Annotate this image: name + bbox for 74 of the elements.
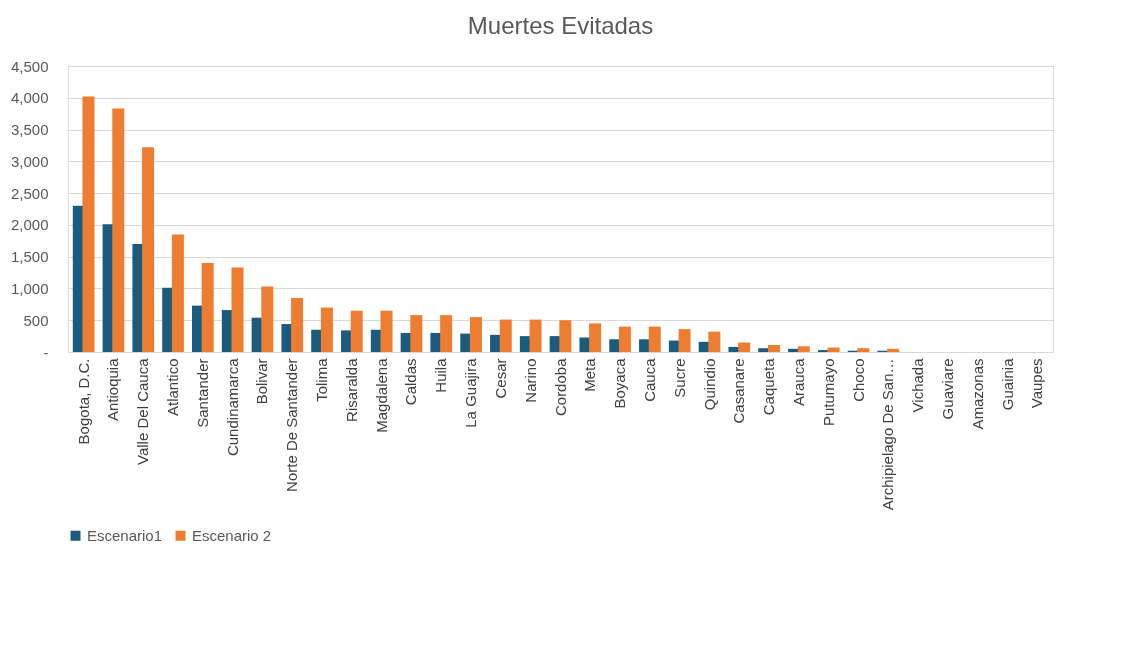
x-tick-label: Antioquia xyxy=(104,357,122,422)
bar xyxy=(559,320,572,352)
bar xyxy=(142,147,155,352)
bar xyxy=(231,267,244,352)
bar xyxy=(410,315,423,352)
y-tick-label: - xyxy=(43,343,49,361)
bar xyxy=(887,348,900,352)
y-tick-label: 4,500 xyxy=(10,57,49,75)
bar xyxy=(589,323,602,352)
x-tick-label: Norte De Santander xyxy=(283,358,301,492)
y-tick-label: 2,500 xyxy=(10,184,49,202)
x-tick-label: Vaupes xyxy=(1028,358,1046,409)
x-tick-label: Quindio xyxy=(700,358,718,411)
x-tick-label: Vichada xyxy=(909,357,927,413)
x-tick-label: Sucre xyxy=(670,358,688,398)
x-tick-label: Caldas xyxy=(402,358,420,406)
bar xyxy=(350,310,363,352)
x-tick-label: Huila xyxy=(432,357,450,393)
x-tick-label: Risaralda xyxy=(342,357,360,422)
legend-label: Escenario 2 xyxy=(192,526,272,544)
x-tick-label: Cordoba xyxy=(551,357,569,417)
x-tick-label: Amazonas xyxy=(968,358,986,430)
x-tick-label: Guaviare xyxy=(938,358,956,420)
x-tick-label: La Guajira xyxy=(462,357,480,428)
x-tick-label: Putumayo xyxy=(819,358,837,427)
x-tick-label: Cesar xyxy=(491,358,509,399)
chart-title: Muertes Evitadas xyxy=(467,12,654,39)
x-tick-label: Guainia xyxy=(998,357,1016,411)
x-tick-label: Bogota, D.C. xyxy=(74,358,92,445)
x-tick-label: Caqueta xyxy=(760,357,778,416)
bar xyxy=(827,347,840,352)
y-tick-label: 1,000 xyxy=(10,279,49,297)
x-tick-label: Meta xyxy=(581,357,599,392)
bar xyxy=(469,317,482,352)
bar xyxy=(320,307,333,352)
bar xyxy=(380,310,393,352)
x-tick-label: Casanare xyxy=(730,358,748,424)
x-tick-label: Narino xyxy=(521,358,539,403)
bar xyxy=(529,319,542,352)
bar xyxy=(738,342,751,352)
bar xyxy=(857,348,870,352)
x-tick-label: Cauca xyxy=(640,357,658,402)
bar xyxy=(648,326,661,352)
legend-label: Escenario1 xyxy=(87,526,163,544)
bar xyxy=(261,286,274,352)
y-tick-label: 1,500 xyxy=(10,248,49,266)
x-tick-label: Tolima xyxy=(313,357,331,402)
bar xyxy=(678,329,691,352)
x-tick-label: Valle Del Cauca xyxy=(134,357,152,465)
x-tick-label: Atlantico xyxy=(164,358,182,417)
x-tick-label: Arauca xyxy=(789,357,807,407)
bar xyxy=(291,297,304,352)
x-tick-label: Cundinamarca xyxy=(223,357,241,457)
bar xyxy=(112,108,125,352)
bar xyxy=(171,234,184,352)
x-tick-label: Santander xyxy=(193,358,211,428)
bar xyxy=(797,346,810,352)
x-tick-label: Bolivar xyxy=(253,358,271,405)
x-tick-label: Boyaca xyxy=(611,357,629,409)
bar xyxy=(708,331,721,352)
y-tick-label: 3,500 xyxy=(10,121,49,139)
y-tick-label: 2,000 xyxy=(10,216,49,234)
bar xyxy=(440,315,453,352)
y-tick-label: 500 xyxy=(23,311,49,329)
x-tick-label: Archipielago De San… xyxy=(879,358,897,511)
bar xyxy=(82,96,95,352)
x-tick-label: Magdalena xyxy=(372,357,390,433)
bar xyxy=(767,345,780,352)
bar xyxy=(499,319,512,352)
bar xyxy=(618,326,631,352)
x-tick-label: Choco xyxy=(849,358,867,402)
bar xyxy=(201,263,214,352)
y-tick-label: 3,000 xyxy=(10,152,49,170)
y-tick-label: 4,000 xyxy=(10,89,49,107)
